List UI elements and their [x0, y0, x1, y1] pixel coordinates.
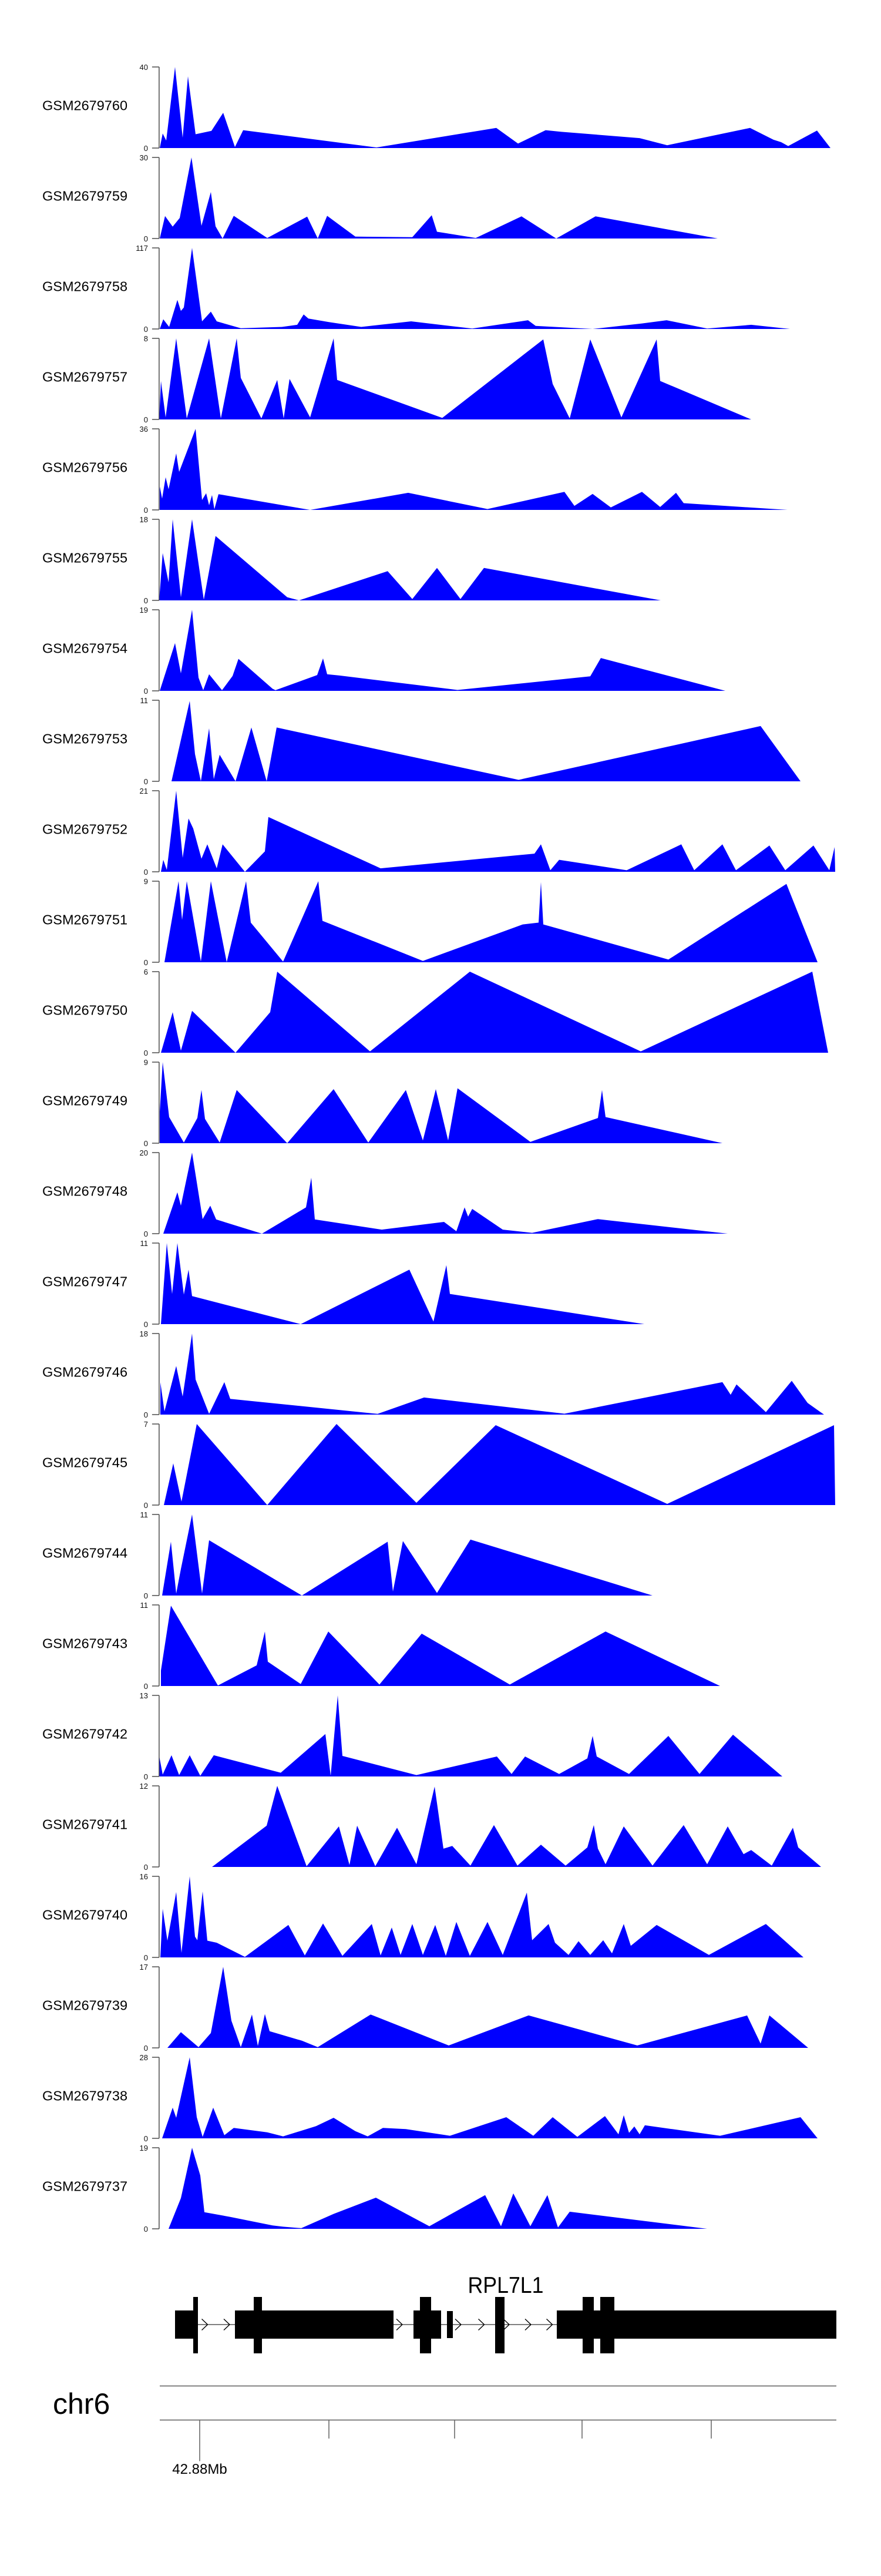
- svg-text:30: 30: [140, 153, 148, 162]
- svg-text:0: 0: [144, 2044, 148, 2053]
- svg-text:0: 0: [144, 1410, 148, 1419]
- svg-text:GSM2679739: GSM2679739: [42, 1998, 127, 2013]
- svg-text:28: 28: [140, 2053, 148, 2062]
- svg-text:0: 0: [144, 1501, 148, 1510]
- svg-text:GSM2679752: GSM2679752: [42, 822, 127, 837]
- svg-text:0: 0: [144, 1591, 148, 1600]
- svg-text:0: 0: [144, 687, 148, 696]
- svg-text:16: 16: [140, 1872, 148, 1881]
- svg-text:GSM2679748: GSM2679748: [42, 1184, 127, 1199]
- svg-text:0: 0: [144, 415, 148, 424]
- svg-text:GSM2679760: GSM2679760: [42, 98, 127, 113]
- svg-text:GSM2679740: GSM2679740: [42, 1907, 127, 1923]
- svg-text:GSM2679747: GSM2679747: [42, 1274, 127, 1289]
- svg-text:0: 0: [144, 958, 148, 967]
- svg-text:GSM2679749: GSM2679749: [42, 1093, 127, 1109]
- svg-text:0: 0: [144, 1320, 148, 1329]
- svg-text:0: 0: [144, 2225, 148, 2234]
- svg-text:17: 17: [140, 1963, 148, 1972]
- svg-text:GSM2679742: GSM2679742: [42, 1727, 127, 1742]
- svg-text:9: 9: [144, 877, 148, 886]
- svg-text:9: 9: [144, 1058, 148, 1067]
- svg-text:13: 13: [140, 1691, 148, 1700]
- svg-text:117: 117: [136, 244, 148, 253]
- svg-text:0: 0: [144, 2134, 148, 2143]
- svg-text:0: 0: [144, 1953, 148, 1962]
- svg-text:chr6: chr6: [53, 2387, 110, 2420]
- svg-text:0: 0: [144, 1230, 148, 1238]
- svg-text:GSM2679746: GSM2679746: [42, 1365, 127, 1380]
- svg-text:18: 18: [140, 1329, 148, 1338]
- svg-text:0: 0: [144, 506, 148, 515]
- svg-text:GSM2679743: GSM2679743: [42, 1636, 127, 1651]
- svg-text:GSM2679738: GSM2679738: [42, 2088, 127, 2104]
- svg-text:0: 0: [144, 868, 148, 876]
- svg-text:11: 11: [140, 1510, 149, 1519]
- svg-text:0: 0: [144, 777, 148, 786]
- svg-text:0: 0: [144, 596, 148, 605]
- svg-text:GSM2679754: GSM2679754: [42, 641, 127, 656]
- svg-text:18: 18: [140, 515, 148, 524]
- svg-text:36: 36: [140, 425, 148, 434]
- svg-text:19: 19: [140, 606, 148, 614]
- svg-text:0: 0: [144, 1682, 148, 1691]
- svg-text:0: 0: [144, 234, 148, 243]
- svg-text:GSM2679750: GSM2679750: [42, 1003, 127, 1018]
- svg-text:GSM2679757: GSM2679757: [42, 370, 127, 385]
- svg-text:0: 0: [144, 1772, 148, 1781]
- svg-text:7: 7: [144, 1420, 148, 1429]
- svg-text:GSM2679758: GSM2679758: [42, 279, 127, 294]
- svg-text:21: 21: [140, 787, 148, 795]
- svg-text:42.88Mb: 42.88Mb: [172, 2461, 227, 2477]
- svg-text:GSM2679741: GSM2679741: [42, 1817, 127, 1832]
- svg-text:0: 0: [144, 144, 148, 153]
- svg-text:40: 40: [140, 63, 148, 72]
- svg-text:GSM2679753: GSM2679753: [42, 731, 127, 747]
- svg-text:20: 20: [140, 1148, 148, 1157]
- svg-text:6: 6: [144, 968, 148, 976]
- svg-text:GSM2679745: GSM2679745: [42, 1455, 127, 1470]
- svg-text:8: 8: [144, 334, 148, 343]
- svg-text:GSM2679756: GSM2679756: [42, 460, 127, 475]
- svg-text:GSM2679755: GSM2679755: [42, 550, 127, 566]
- svg-text:0: 0: [144, 1049, 148, 1057]
- svg-text:11: 11: [140, 696, 149, 705]
- svg-text:19: 19: [140, 2144, 148, 2152]
- svg-text:11: 11: [140, 1239, 149, 1248]
- svg-text:11: 11: [140, 1601, 149, 1610]
- svg-text:0: 0: [144, 1139, 148, 1148]
- svg-text:GSM2679751: GSM2679751: [42, 912, 127, 928]
- svg-text:12: 12: [140, 1782, 148, 1791]
- svg-text:GSM2679737: GSM2679737: [42, 2179, 127, 2194]
- svg-text:0: 0: [144, 325, 148, 334]
- svg-text:RPL7L1: RPL7L1: [468, 2273, 544, 2298]
- svg-text:GSM2679744: GSM2679744: [42, 1546, 127, 1561]
- svg-text:GSM2679759: GSM2679759: [42, 189, 127, 204]
- svg-text:0: 0: [144, 1863, 148, 1872]
